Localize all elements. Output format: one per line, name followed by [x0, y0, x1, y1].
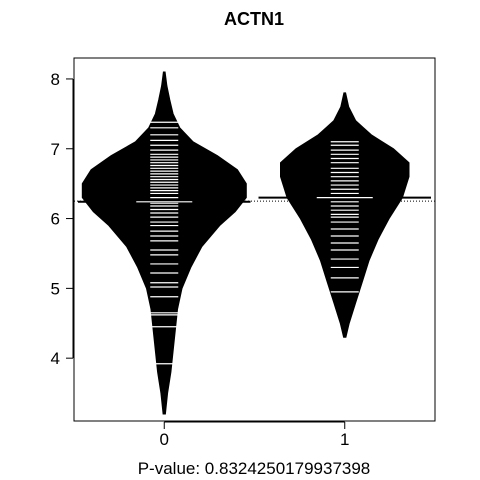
x-tick-label: 0	[160, 430, 169, 449]
y-tick-label: 8	[51, 70, 60, 89]
y-tick-label: 7	[51, 140, 60, 159]
y-tick-label: 4	[51, 349, 60, 368]
y-tick-label: 5	[51, 279, 60, 298]
beans-layer	[81, 71, 410, 415]
plot-frame	[73, 57, 436, 422]
bean-0	[81, 71, 247, 415]
y-tick-label: 6	[51, 210, 60, 229]
x-axis-label: P-value: 0.8324250179937398	[138, 459, 371, 478]
chart-title: ACTN1	[224, 9, 284, 29]
x-tick-label: 1	[340, 430, 349, 449]
bean-1	[280, 92, 410, 338]
y-axis: 4 5 6 7 8	[51, 70, 74, 368]
overlay-layer	[74, 121, 435, 365]
